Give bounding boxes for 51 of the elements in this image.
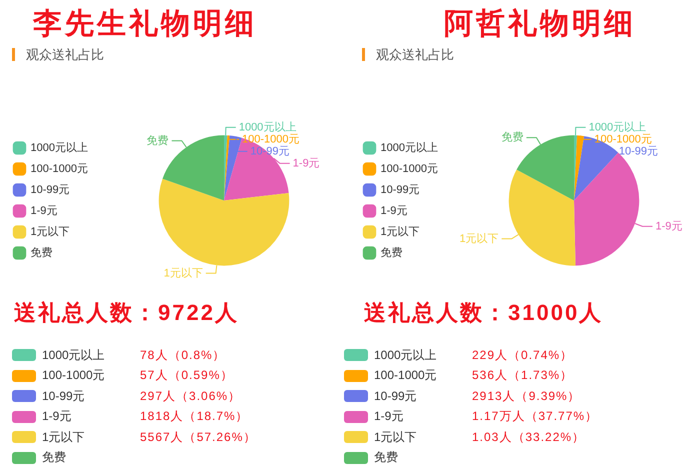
category-label: 1元以下 bbox=[42, 428, 86, 446]
text: 送礼总人数：9722人 bbox=[14, 299, 239, 327]
legend-label: 免费 bbox=[380, 246, 402, 260]
legend-label: 1-9元 bbox=[30, 205, 58, 218]
category-label: 免费 bbox=[42, 449, 67, 466]
text: 1818人（18.7%） bbox=[140, 408, 249, 426]
category-label: 100-1000元 bbox=[380, 163, 438, 176]
category-label: 1元以下 bbox=[374, 428, 418, 446]
category-label: 100-1000元 bbox=[30, 163, 88, 176]
text: 57人（0.59%） bbox=[140, 367, 234, 384]
category-label: 10-99元 bbox=[374, 388, 418, 405]
category-label: 1-9元 bbox=[42, 408, 72, 426]
slice-label: 1000元以上 bbox=[238, 120, 296, 134]
text: 送礼总人数：31000人 bbox=[364, 299, 604, 327]
text: 229人（0.74%） bbox=[472, 346, 574, 364]
chart-title: 阿哲礼物明细 bbox=[443, 7, 637, 42]
text: 5567人（57.26%） bbox=[140, 428, 256, 446]
slice-label: 1000元以上 bbox=[588, 120, 646, 134]
text: 78人（0.8%） bbox=[140, 346, 226, 364]
text: 2913人（9.39%） bbox=[472, 388, 581, 405]
text: 1.17万人（37.77%） bbox=[472, 408, 598, 426]
chart-subtitle: 观众送礼占比 bbox=[25, 46, 104, 64]
slice-label: 免费 bbox=[146, 134, 169, 147]
slice-label: 1元以下 bbox=[164, 266, 203, 280]
slice-label: 10-99元 bbox=[618, 145, 658, 158]
text: 297人（3.06%） bbox=[140, 388, 242, 405]
text: 1.03人（33.22%） bbox=[472, 428, 586, 446]
slice-label: 免费 bbox=[501, 130, 524, 144]
chart-subtitle: 观众送礼占比 bbox=[375, 46, 454, 64]
slice-label: 1元以下 bbox=[459, 232, 499, 245]
category-label: 100-1000元 bbox=[42, 367, 106, 384]
category-label: 1000元以上 bbox=[42, 346, 106, 364]
chart-title: 李先生礼物明细 bbox=[32, 7, 258, 42]
legend-label: 免费 bbox=[30, 246, 52, 260]
legend-label: 1元以下 bbox=[380, 225, 420, 238]
legend-label: 1000元以上 bbox=[380, 141, 438, 154]
category-label: 100-1000元 bbox=[374, 367, 438, 384]
legend-label: 100-1000元 bbox=[242, 133, 300, 146]
legend-label: 10-99元 bbox=[380, 184, 420, 196]
slice-label: 1-9元 bbox=[292, 157, 320, 170]
slice-label: 1-9元 bbox=[655, 220, 682, 232]
legend-label: 1-9元 bbox=[380, 205, 408, 218]
category-label: 免费 bbox=[374, 449, 399, 466]
legend-label: 10-99元 bbox=[30, 184, 70, 196]
legend-label: 1000元以上 bbox=[30, 141, 88, 154]
legend-label: 100-1000元 bbox=[594, 133, 652, 146]
legend-label: 1元以下 bbox=[30, 225, 70, 238]
category-label: 1000元以上 bbox=[374, 346, 438, 364]
category-label: 1-9元 bbox=[374, 408, 404, 426]
text: 536人（1.73%） bbox=[472, 367, 574, 384]
category-label: 10-99元 bbox=[42, 388, 86, 405]
